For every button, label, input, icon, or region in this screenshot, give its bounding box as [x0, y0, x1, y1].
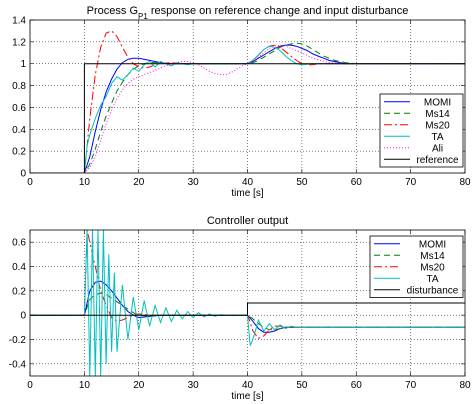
legend-label-ms20: Ms20 [425, 120, 450, 131]
legend-label-ms20: Ms20 [420, 262, 445, 273]
y-tick-label: 0.6 [12, 103, 26, 114]
legend-label-disturbance: disturbance [407, 285, 459, 296]
y-tick-label: -0.2 [9, 335, 27, 346]
y-tick-label: 1.4 [12, 16, 26, 27]
legend-box [379, 93, 464, 168]
x-tick-label: 60 [351, 177, 363, 188]
series-line-reference [30, 63, 465, 173]
x-tick-label: 40 [242, 380, 254, 391]
y-tick-label: 0.4 [12, 262, 26, 273]
y-tick-label: 1.2 [12, 37, 26, 48]
series-line-ms14 [30, 42, 465, 173]
legend-label-reference: reference [416, 155, 459, 166]
y-tick-label: 0.2 [12, 147, 26, 158]
legend-label-ms14: Ms14 [420, 251, 445, 262]
x-tick-label: 70 [405, 380, 417, 391]
x-tick-label: 30 [188, 380, 200, 391]
y-tick-label: 0.8 [12, 81, 26, 92]
x-tick-label: 70 [405, 177, 417, 188]
chart-title: Process GP1 response on reference change… [87, 5, 409, 21]
legend-label-momi: MOMI [419, 239, 446, 250]
x-tick-label: 0 [27, 380, 33, 391]
series-line-ms14 [30, 292, 465, 331]
y-tick-label: 0 [20, 169, 26, 180]
chart-2: 0 10 20 30 40 50 60 70 80 -0.4 -0.2 0 0.2 0.4 0.6 time … [9, 215, 471, 402]
title-subscript: P1 [138, 12, 148, 21]
series-line-momi [30, 44, 465, 173]
x-tick-label: 20 [133, 380, 145, 391]
x-tick-label: 40 [242, 177, 254, 188]
series-line-ali [30, 44, 465, 173]
y-tick-label: 0.4 [12, 125, 26, 136]
x-tick-label: 80 [459, 177, 471, 188]
x-tick-label: 10 [79, 380, 91, 391]
y-tick-label: 0.6 [12, 238, 26, 249]
title-suffix: response on reference change and input d… [148, 5, 409, 17]
legend-label-ms14: Ms14 [425, 109, 450, 120]
series-line-ta [30, 230, 465, 376]
chart-1: 0 10 20 30 40 50 60 70 80 0 0.2 0.4 0.6 0.8 1 1.2 1.4 tim… [12, 5, 471, 199]
x-tick-label: 0 [27, 177, 33, 188]
y-tick-label: -0.4 [9, 359, 27, 370]
legend-label-ali: Ali [432, 143, 443, 154]
legend-label-ta: TA [426, 274, 438, 285]
y-tick-label: 1 [20, 59, 26, 70]
chart-title: Controller output [207, 215, 288, 227]
x-tick-label: 80 [459, 380, 471, 391]
x-tick-label: 20 [133, 177, 145, 188]
x-tick-label: 50 [296, 380, 308, 391]
x-tick-label: 30 [188, 177, 200, 188]
x-tick-label: 50 [296, 177, 308, 188]
y-tick-label: 0 [20, 311, 26, 322]
x-tick-label: 60 [351, 380, 363, 391]
x-tick-label: 10 [79, 177, 91, 188]
y-tick-label: 0.2 [12, 286, 26, 297]
series-line-disturbance [30, 302, 465, 316]
legend-label-momi: MOMI [424, 97, 451, 108]
x-axis-label: time [s] [231, 391, 263, 402]
legend-label-ta: TA [431, 132, 443, 143]
x-axis-label: time [s] [231, 188, 263, 199]
